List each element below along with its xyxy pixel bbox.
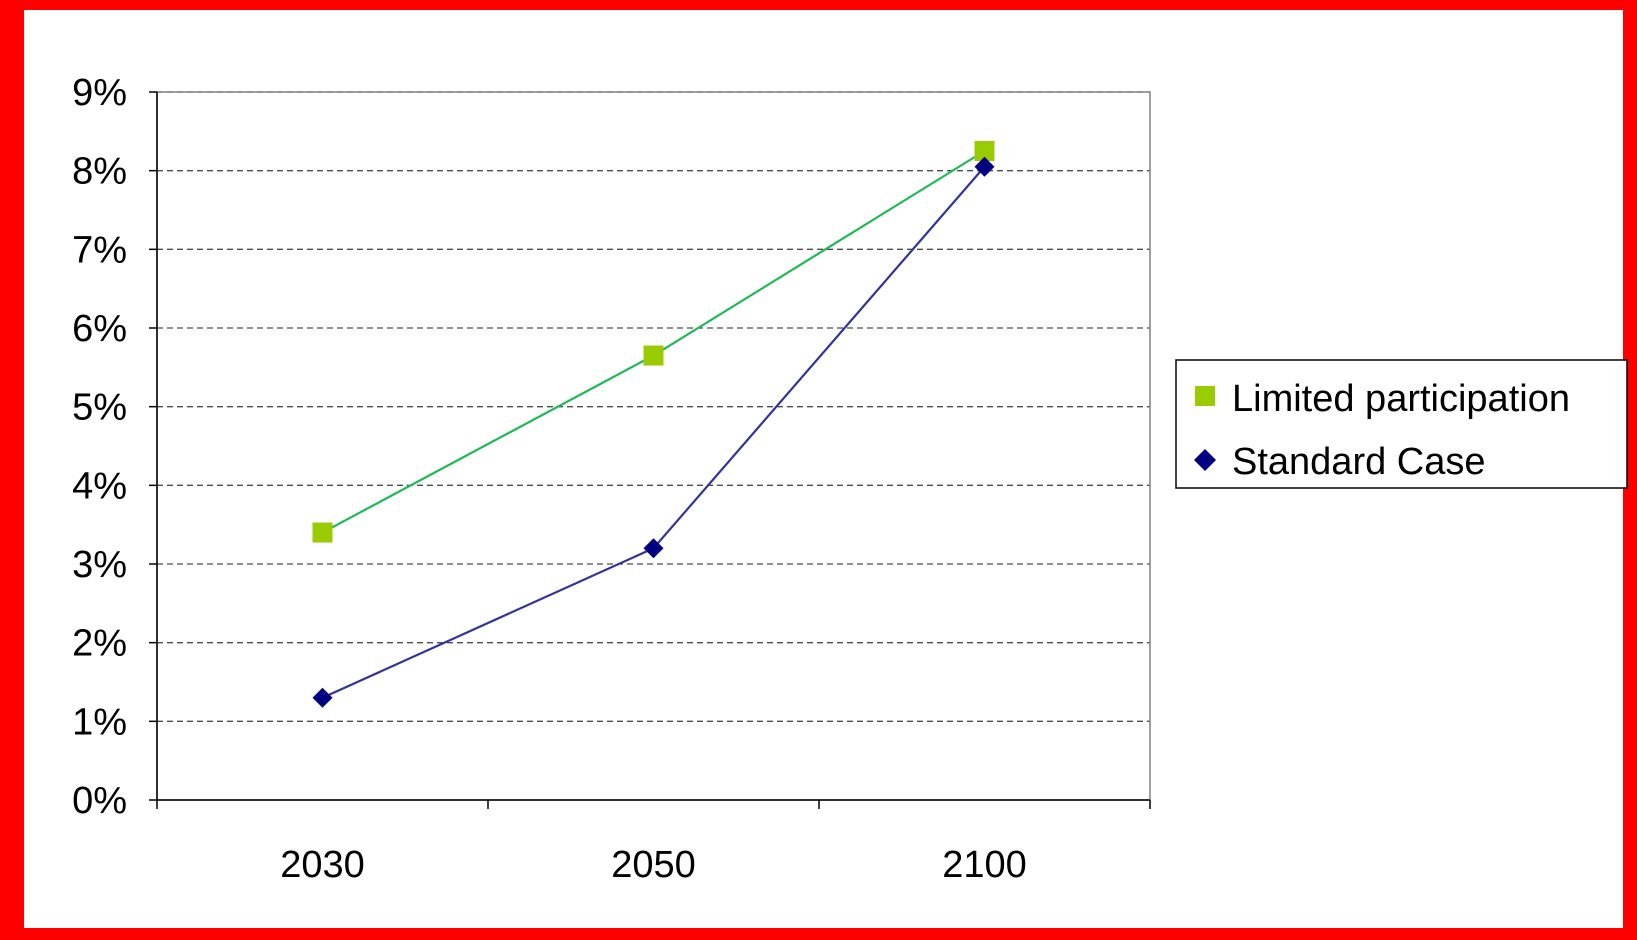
legend: Limited participation Standard Case	[1175, 359, 1628, 489]
data-point-standard-case	[643, 538, 664, 559]
series-line-limited-participation	[321, 150, 986, 534]
data-point-standard-case	[974, 156, 995, 177]
legend-box	[1175, 359, 1628, 489]
grid-lines	[157, 91, 1150, 722]
y-axis-ticks: 0% 1% 2% 3% 4% 5% 6% 7% 8% 9%	[72, 72, 157, 822]
y-tick-label: 6%	[72, 308, 127, 350]
legend-marker-standard-case	[1194, 449, 1216, 471]
data-point-limited-participation	[643, 345, 664, 366]
legend-label-limited-participation: Limited participation	[1232, 378, 1570, 420]
data-point-limited-participation	[974, 141, 995, 161]
plot-area	[156, 91, 1151, 801]
y-tick-label: 8%	[72, 151, 127, 193]
x-tick-label: 2100	[942, 844, 1027, 886]
data-point-standard-case	[312, 687, 333, 708]
y-tick-label: 3%	[72, 544, 127, 586]
axes	[156, 92, 1150, 801]
y-tick-label: 9%	[72, 72, 127, 114]
y-tick-label: 2%	[72, 623, 127, 665]
legend-marker-limited-participation	[1195, 386, 1215, 406]
series-lines	[321, 150, 986, 699]
data-point-limited-participation	[312, 522, 333, 543]
y-tick-label: 4%	[72, 465, 127, 507]
series-markers	[312, 141, 995, 708]
y-tick-label: 5%	[72, 387, 127, 429]
series-line-standard-case	[322, 166, 986, 699]
y-tick-label: 1%	[72, 701, 127, 743]
x-tick-label: 2030	[280, 844, 365, 886]
x-tick-label: 2050	[611, 844, 696, 886]
legend-label-standard-case: Standard Case	[1232, 441, 1486, 483]
y-tick-label: 0%	[72, 780, 127, 822]
y-tick-label: 7%	[72, 229, 127, 271]
x-axis-ticks: 2030 2050 2100	[156, 800, 1151, 886]
